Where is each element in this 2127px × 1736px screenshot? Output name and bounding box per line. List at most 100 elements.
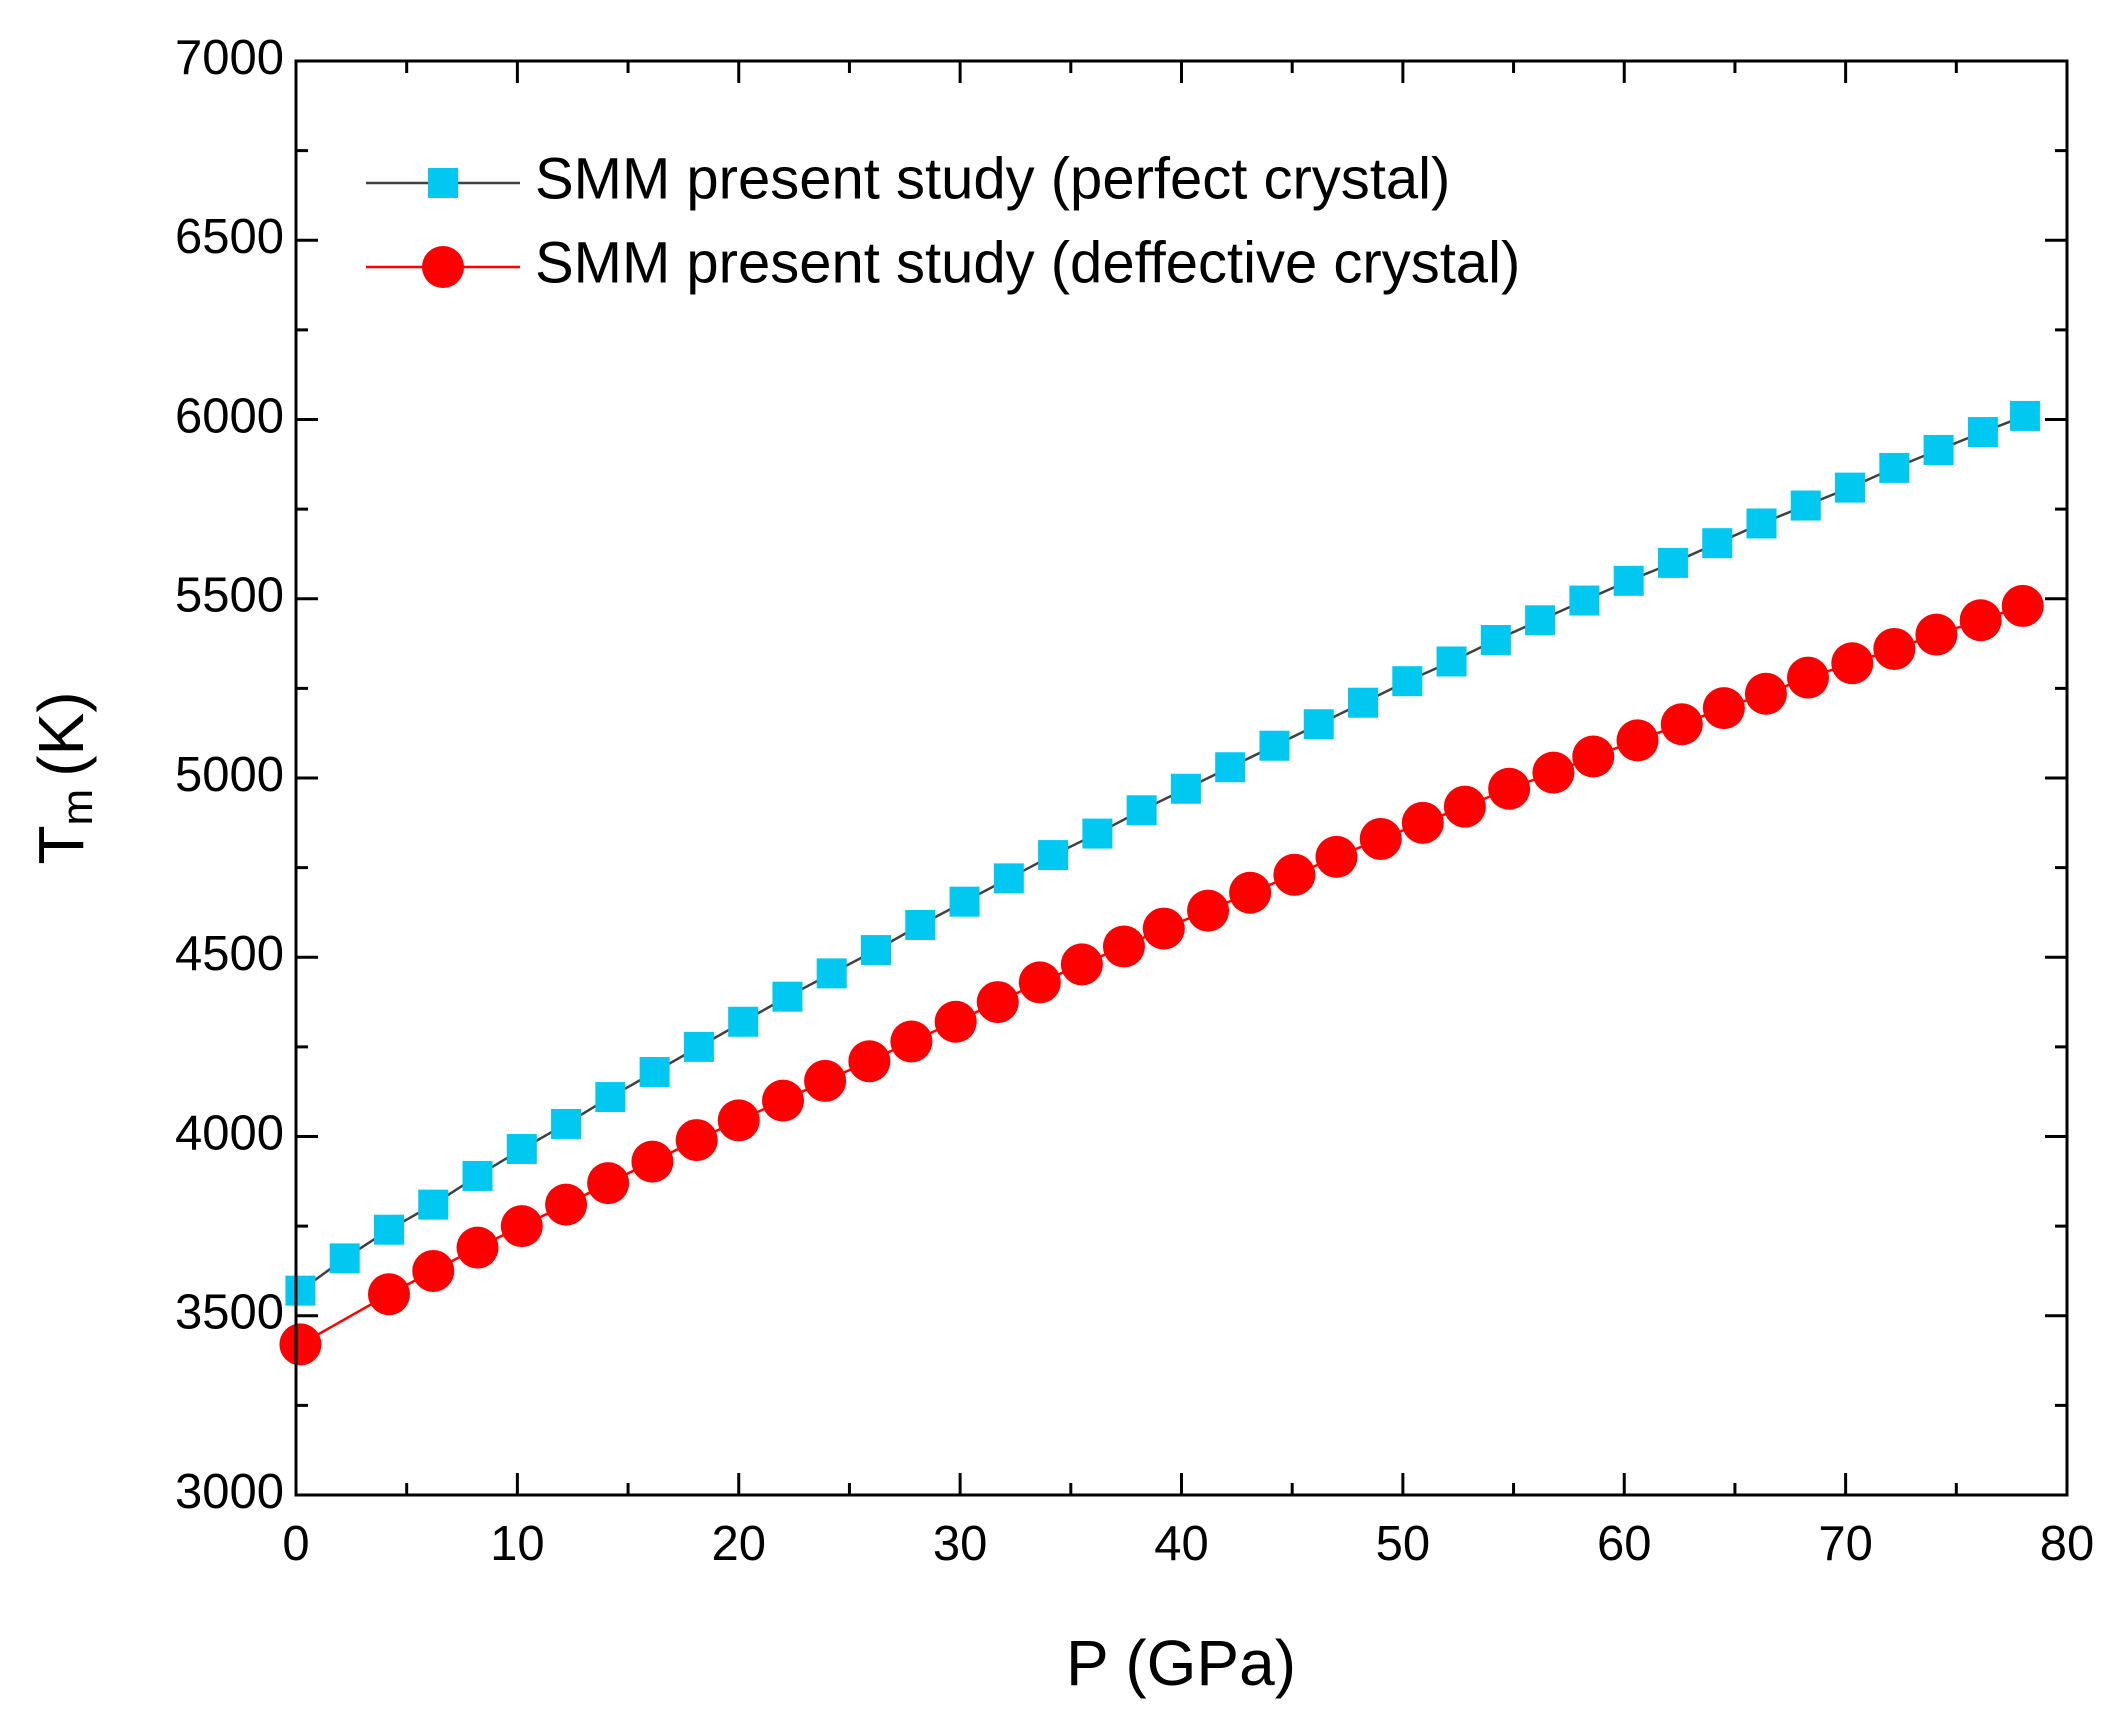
data-point	[1790, 490, 1821, 521]
x-tick-label: 70	[1818, 1517, 1873, 1571]
data-point	[545, 1183, 588, 1226]
series-line	[299, 414, 2026, 1292]
data-point	[949, 886, 980, 917]
data-point	[683, 1031, 714, 1062]
data-point	[2009, 400, 2040, 431]
y-tick-label: 4500	[175, 927, 284, 981]
y-title-sub: m	[53, 789, 102, 826]
x-axis-title: P (GPa)	[1066, 1627, 1296, 1699]
x-tick-label: 10	[490, 1517, 545, 1571]
data-point	[762, 1079, 805, 1122]
data-point	[1348, 687, 1379, 718]
x-tick-label: 20	[711, 1517, 766, 1571]
data-point	[1915, 613, 1958, 656]
data-point	[1060, 943, 1103, 986]
data-point	[1959, 599, 2002, 642]
y-tick-label: 3000	[175, 1465, 284, 1519]
data-point	[1660, 703, 1703, 746]
data-point	[717, 1099, 760, 1142]
data-point	[285, 1275, 316, 1306]
data-point	[1532, 751, 1575, 794]
y-tick-label: 3500	[175, 1286, 284, 1340]
legend-marker	[422, 246, 464, 288]
data-point	[1879, 452, 1910, 483]
data-point	[1102, 925, 1145, 968]
data-point	[2001, 584, 2044, 627]
data-point	[373, 1214, 404, 1245]
data-point	[1170, 773, 1201, 804]
x-tick-label: 80	[2040, 1517, 2095, 1571]
y-axis-title: Tm (K)	[25, 691, 102, 864]
y-tick-label: 4000	[175, 1106, 284, 1160]
data-point	[367, 1273, 410, 1316]
data-point	[1401, 801, 1444, 844]
data-point	[1018, 961, 1061, 1004]
data-point	[1702, 687, 1745, 730]
data-point	[905, 909, 936, 940]
data-point	[772, 981, 803, 1012]
data-point	[1744, 672, 1787, 715]
data-point	[506, 1134, 537, 1165]
legend-label: SMM present study (perfect crystal)	[535, 146, 1450, 211]
data-point	[1142, 907, 1185, 950]
data-point	[1436, 646, 1467, 677]
data-point	[1303, 709, 1334, 740]
y-tick-label: 6000	[175, 389, 284, 443]
data-point	[1443, 785, 1486, 828]
data-point	[1923, 434, 1954, 465]
x-tick-label: 0	[282, 1517, 309, 1571]
data-point	[993, 863, 1024, 894]
data-point	[1126, 795, 1157, 826]
data-point	[1480, 624, 1511, 655]
data-point	[675, 1119, 718, 1162]
data-point	[1315, 835, 1358, 878]
data-point	[1082, 818, 1113, 849]
data-point	[1525, 605, 1556, 636]
data-point	[1488, 767, 1531, 810]
data-point	[1702, 528, 1733, 559]
data-point	[728, 1006, 759, 1037]
y-title-main: T	[25, 825, 97, 864]
data-point	[1038, 840, 1069, 871]
legend-label: SMM present study (deffective crystal)	[535, 230, 1520, 295]
data-point	[1835, 472, 1866, 503]
data-point	[1873, 627, 1916, 670]
data-point	[462, 1160, 493, 1191]
series-line	[299, 604, 2024, 1346]
data-point	[587, 1162, 630, 1205]
data-point	[418, 1189, 449, 1220]
data-point	[861, 935, 892, 966]
data-point	[595, 1082, 626, 1113]
data-point	[934, 1000, 977, 1043]
y-title-unit: (K)	[25, 691, 97, 776]
data-point	[1392, 666, 1423, 697]
y-tick-label: 5000	[175, 748, 284, 802]
data-point	[1273, 853, 1316, 896]
data-point	[1569, 585, 1600, 616]
data-point	[1259, 730, 1290, 761]
data-point	[279, 1323, 322, 1366]
data-point	[1572, 735, 1615, 778]
data-point	[1616, 719, 1659, 762]
data-point	[1967, 417, 1998, 448]
x-tick-label: 50	[1376, 1517, 1431, 1571]
data-point	[329, 1243, 360, 1274]
data-point	[412, 1249, 455, 1292]
data-point	[1746, 508, 1777, 539]
data-point	[551, 1108, 582, 1139]
y-tick-label: 6500	[175, 210, 284, 264]
data-point	[1215, 752, 1246, 783]
data-point	[1786, 656, 1829, 699]
data-point	[1229, 871, 1272, 914]
data-point	[1831, 642, 1874, 685]
y-tick-label: 5500	[175, 569, 284, 623]
data-point	[639, 1056, 670, 1087]
data-point	[1359, 817, 1402, 860]
x-tick-label: 40	[1154, 1517, 1209, 1571]
data-point	[890, 1020, 933, 1063]
legend-marker	[428, 168, 458, 198]
data-point	[804, 1059, 847, 1102]
x-tick-label: 30	[933, 1517, 988, 1571]
data-point	[816, 958, 847, 989]
